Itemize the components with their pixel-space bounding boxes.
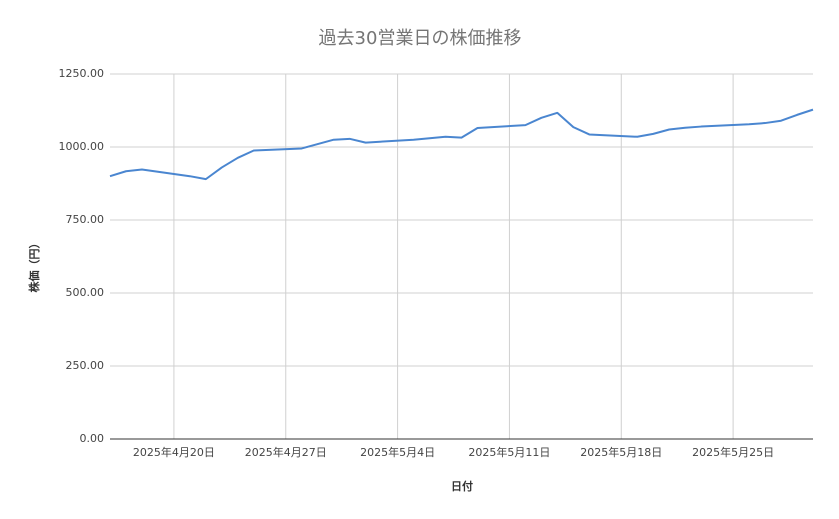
x-axis-label: 日付: [451, 479, 473, 493]
chart-title: 過去30営業日の株価推移: [319, 28, 522, 49]
x-tick-label: 2025年5月18日: [580, 445, 662, 459]
x-tick-label: 2025年4月27日: [245, 445, 327, 459]
data-line: [109, 108, 814, 181]
y-tick-label: 500.00: [66, 286, 105, 299]
y-tick-label: 750.00: [66, 213, 105, 226]
y-tick-label: 1250.00: [59, 67, 105, 80]
y-tick-label: 250.00: [66, 359, 105, 372]
y-tick-label: 0.00: [80, 432, 105, 445]
x-tick-label: 2025年5月11日: [468, 445, 550, 459]
y-axis-label: 株価（円）: [27, 238, 41, 293]
x-tick-label: 2025年4月20日: [133, 445, 215, 459]
x-tick-label: 2025年5月4日: [360, 445, 435, 459]
y-tick-label: 1000.00: [59, 140, 105, 153]
x-tick-label: 2025年5月25日: [692, 445, 774, 459]
